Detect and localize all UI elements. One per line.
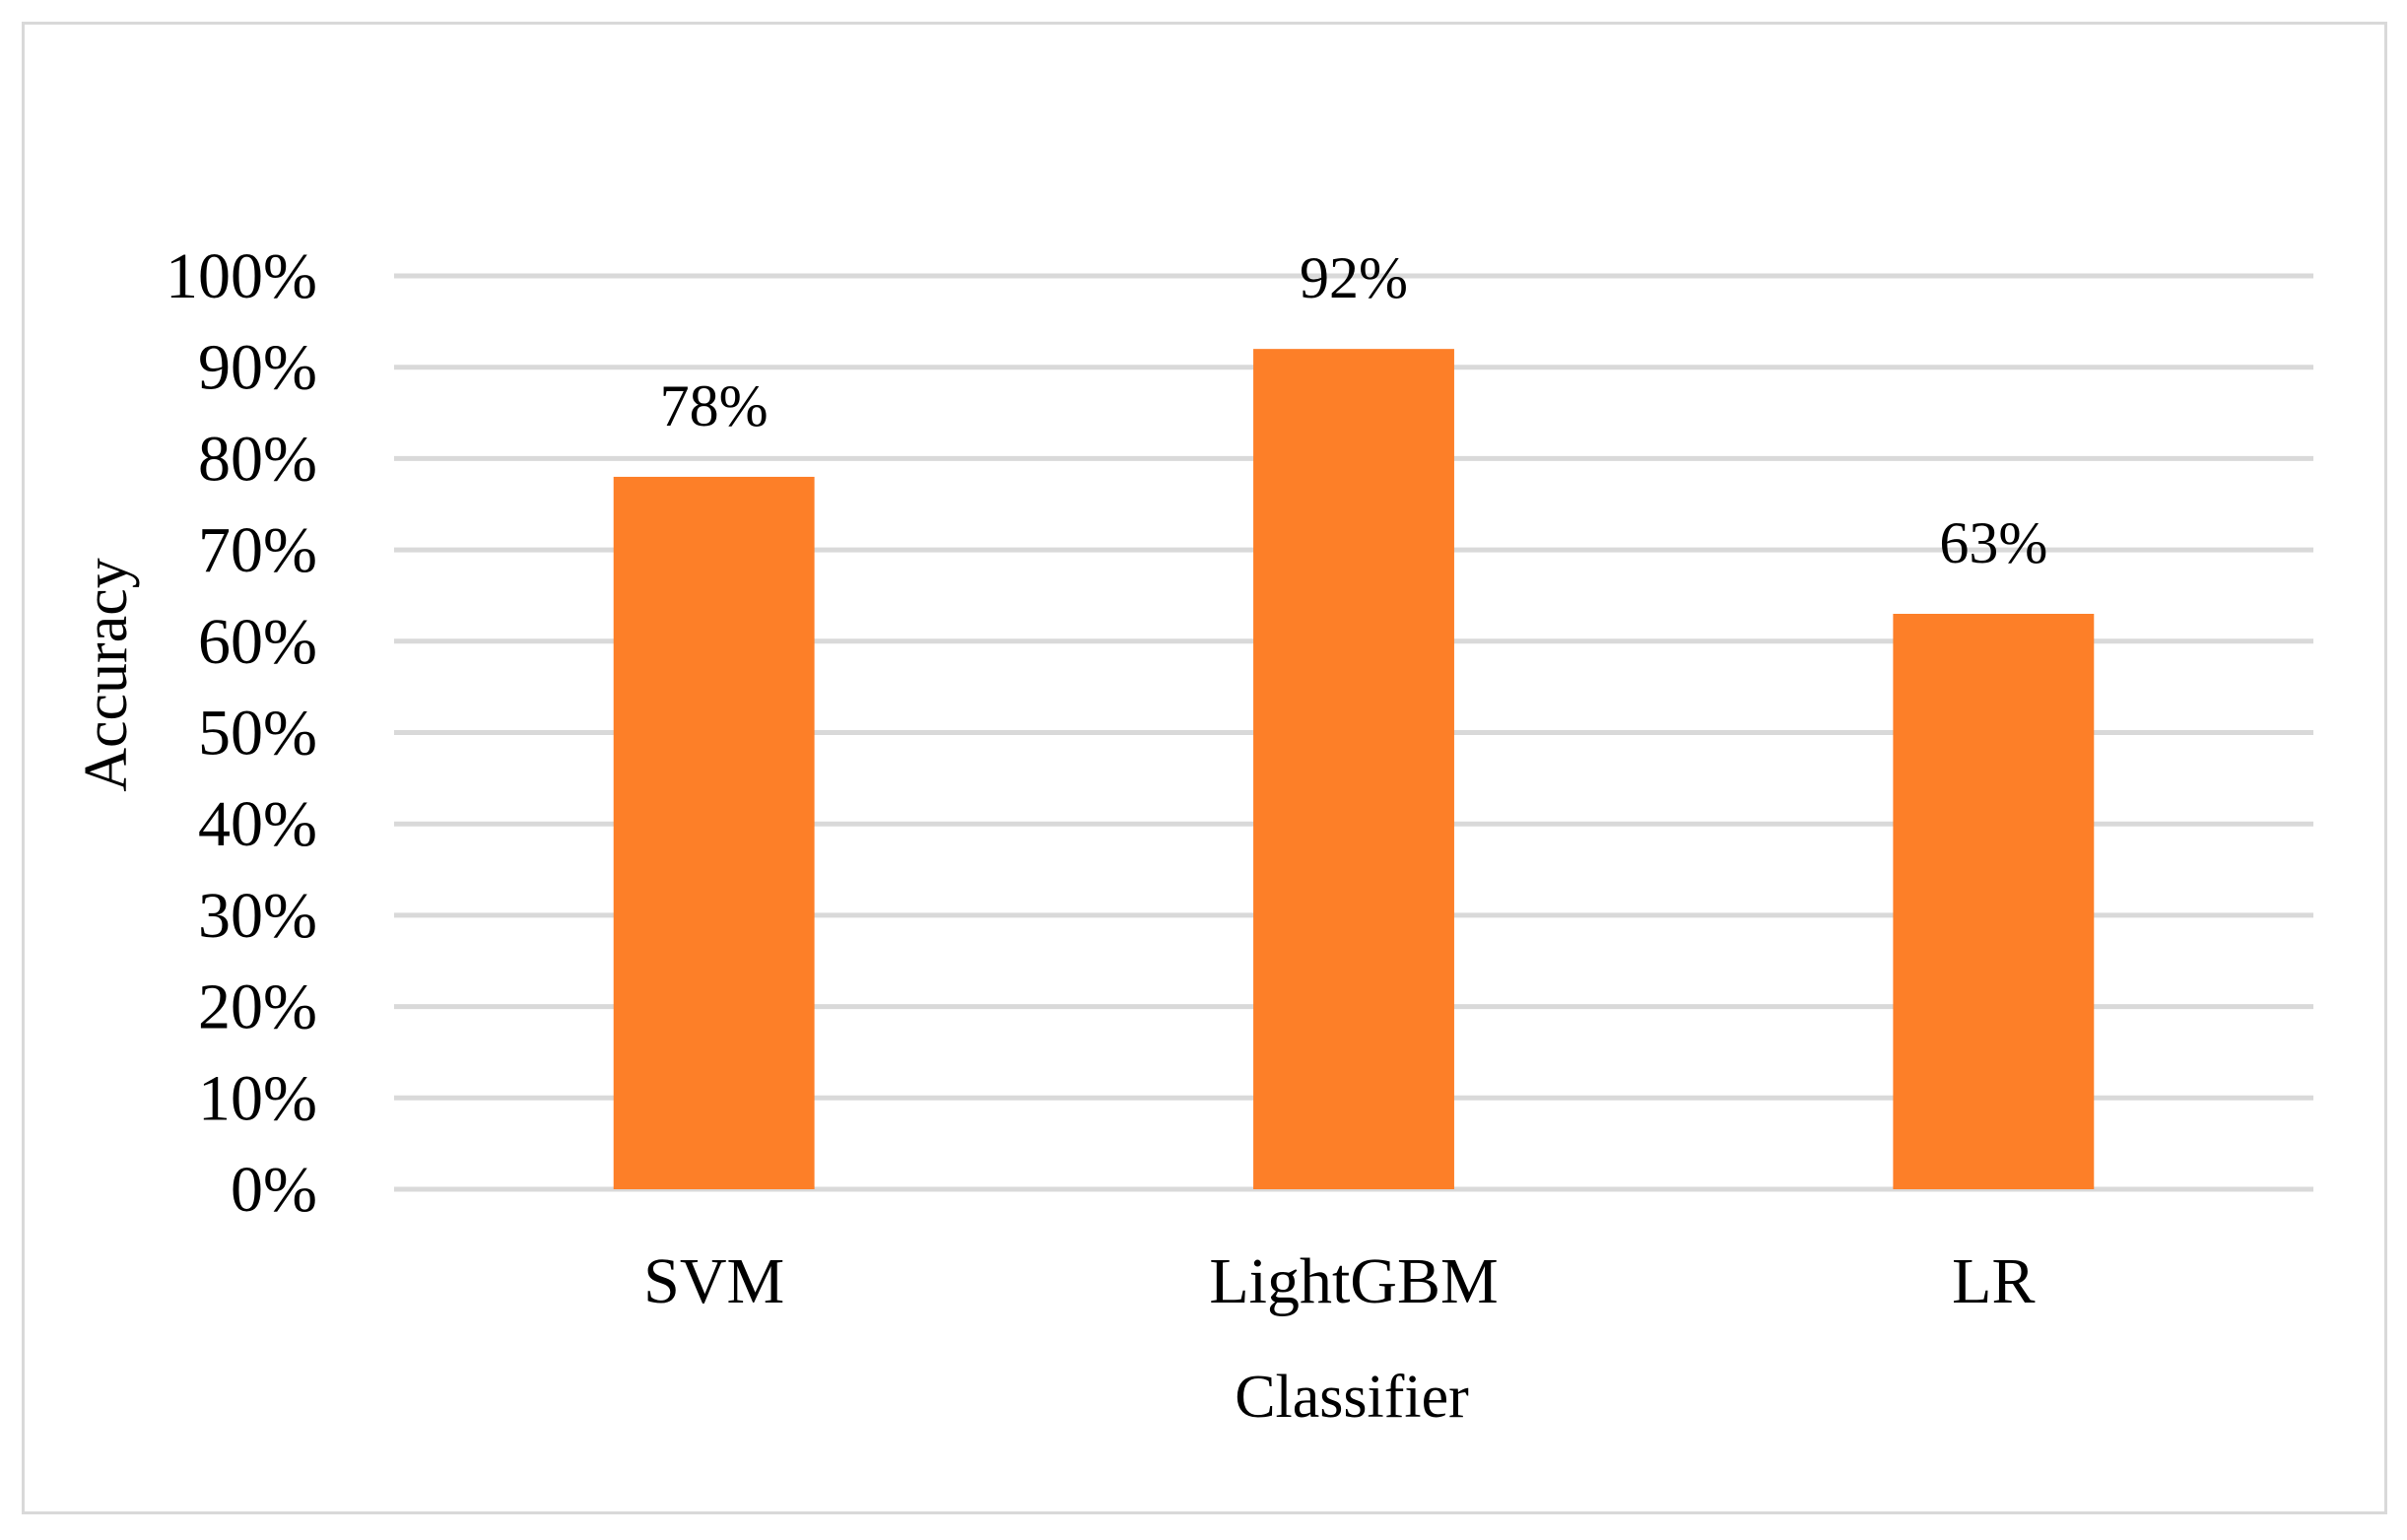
y-tick-label: 30% <box>198 880 317 952</box>
y-tick-label: 0% <box>231 1154 317 1226</box>
y-axis-tick-labels: 0% 10% 20% 30% 40% 50% 60% 70% 80% 90% 100% <box>166 240 317 1226</box>
x-axis-tick-labels: SVM LightGBM LR <box>643 1245 2035 1317</box>
x-tick-label: LightGBM <box>1209 1245 1498 1317</box>
x-tick-label: LR <box>1952 1245 2035 1317</box>
y-tick-label: 80% <box>198 423 317 495</box>
data-label: 63% <box>1939 510 2047 575</box>
data-labels: 78% 92% 63% <box>660 245 2048 575</box>
y-tick-label: 60% <box>198 606 317 678</box>
y-tick-label: 10% <box>198 1062 317 1134</box>
y-tick-label: 40% <box>198 788 317 860</box>
y-tick-label: 20% <box>198 971 317 1043</box>
x-tick-label: SVM <box>643 1245 784 1317</box>
y-tick-label: 70% <box>198 514 317 586</box>
bar-lightgbm <box>1253 349 1454 1189</box>
data-label: 78% <box>660 373 769 438</box>
x-axis-title: Classifier <box>1235 1364 1469 1431</box>
y-axis-title: Accuracy <box>73 558 140 792</box>
y-tick-label: 90% <box>198 332 317 404</box>
y-tick-label: 100% <box>166 240 317 312</box>
bar-lr <box>1893 613 2095 1189</box>
bars <box>613 349 2095 1189</box>
bar-svm <box>613 476 815 1189</box>
y-tick-label: 50% <box>198 698 317 770</box>
data-label: 92% <box>1300 245 1408 310</box>
